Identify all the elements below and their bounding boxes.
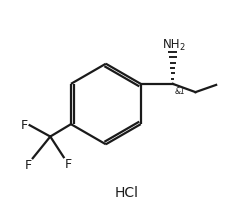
Text: F: F [21, 119, 28, 132]
Text: NH: NH [163, 38, 180, 51]
Text: F: F [65, 158, 72, 171]
Text: F: F [24, 159, 32, 172]
Text: HCl: HCl [114, 186, 138, 200]
Text: 2: 2 [178, 43, 184, 52]
Text: &1: &1 [174, 87, 185, 96]
